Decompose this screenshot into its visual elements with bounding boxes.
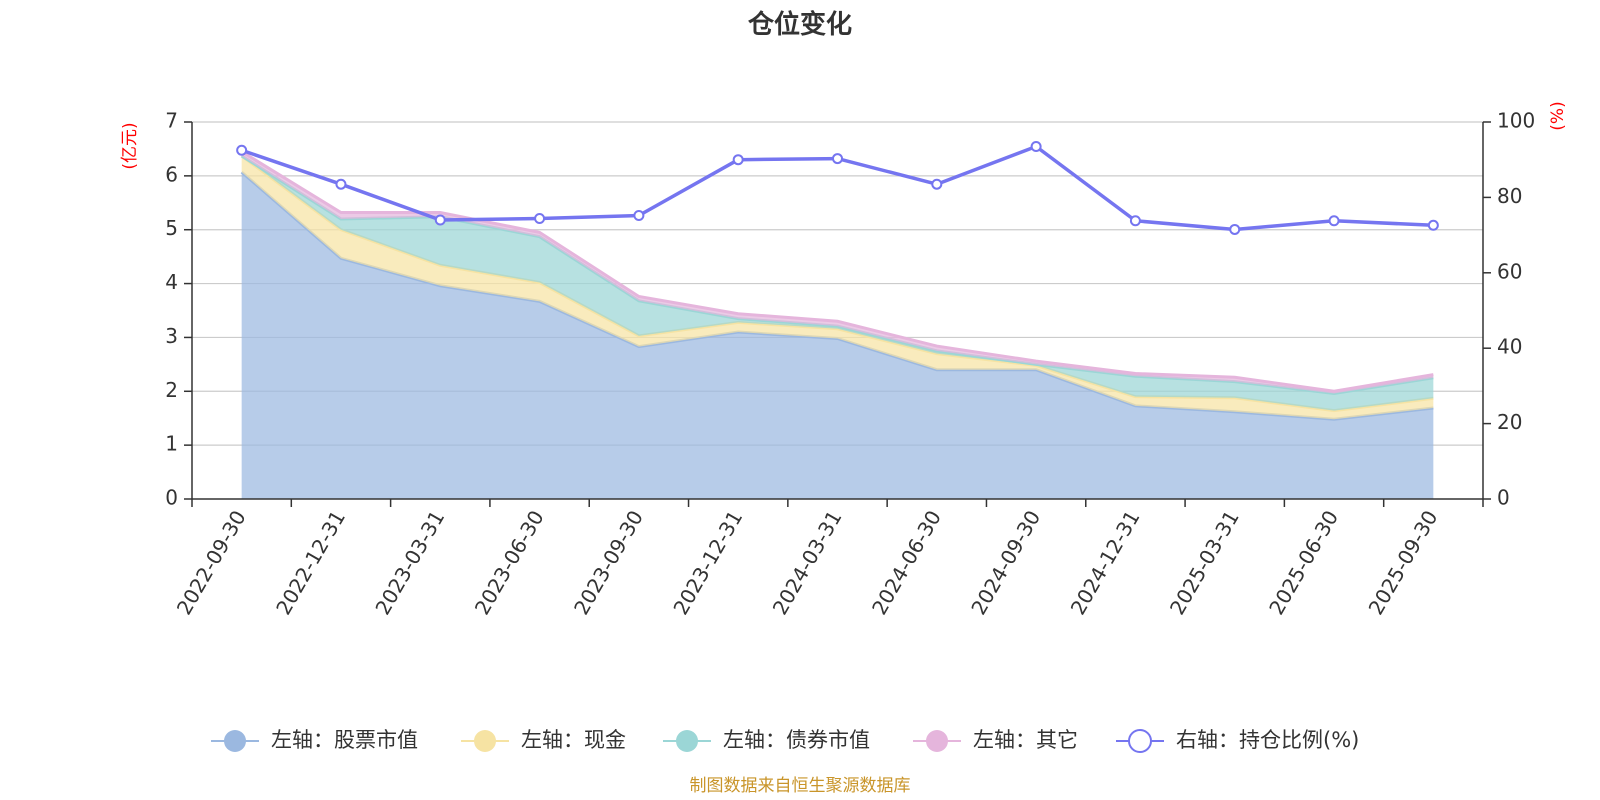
legend-label: 左轴：债券市值: [723, 728, 870, 752]
legend-label: 右轴：持仓比例(%): [1176, 728, 1359, 752]
right-axis-unit: (%): [1548, 101, 1568, 130]
left-axis-tick-label: 7: [165, 109, 178, 133]
ratio-point: [335, 178, 347, 190]
legend-label: 左轴：现金: [521, 728, 626, 752]
left-axis-tick-label: 5: [165, 216, 178, 240]
left-axis-tick-label: 0: [165, 486, 178, 510]
left-axis-tick-label: 4: [165, 270, 178, 294]
ratio-point: [732, 154, 744, 166]
ratio-point: [1427, 219, 1439, 231]
ratio-point: [534, 213, 546, 225]
area-top-line: [240, 150, 1434, 393]
x-axis-tick-label: 2024-06-30: [867, 506, 946, 619]
right-axis-tick-label: 60: [1497, 259, 1522, 283]
left-axis-tick-label: 1: [165, 432, 178, 456]
ratio-point: [236, 144, 248, 156]
x-axis-tick-label: 2023-12-31: [668, 506, 747, 619]
left-axis-unit: (亿元): [120, 122, 140, 169]
legend: 左轴：股票市值 左轴：现金 左轴：债券市值 左轴：其它 右轴：持仓比例(%): [211, 728, 1359, 753]
right-axis-tick-label: 100: [1497, 109, 1535, 133]
ratio-line-series: [236, 141, 1439, 235]
ratio-point: [931, 178, 943, 190]
x-axis-tick-label: 2025-03-31: [1165, 506, 1244, 619]
left-axis-tick-label: 3: [165, 324, 178, 348]
left-axis-tick-label: 2: [165, 378, 178, 402]
x-axis-tick-label: 2023-09-30: [569, 506, 648, 619]
legend-circle-marker: [224, 730, 246, 752]
x-axis-tick-label: 2024-12-31: [1066, 506, 1145, 619]
ratio-point: [434, 214, 446, 226]
area-fill: [241, 155, 1434, 420]
ratio-point: [633, 209, 645, 221]
ratio-point: [1229, 223, 1241, 235]
ratio-point: [1129, 215, 1141, 227]
ratio-point: [832, 153, 843, 165]
x-axis-tick-label: 2023-06-30: [470, 506, 549, 619]
x-axis-tick-label: 2022-12-31: [271, 506, 350, 619]
x-axis-tick-label: 2025-06-30: [1264, 506, 1343, 619]
right-axis-tick-label: 20: [1497, 410, 1522, 434]
x-axis-tick-label: 2025-09-30: [1364, 506, 1443, 619]
legend-circle-marker: [474, 730, 496, 752]
ratio-point: [1030, 141, 1042, 153]
legend-label: 左轴：其它: [973, 728, 1078, 752]
x-axis-tick-label: 2022-09-30: [172, 506, 251, 619]
area-series: [240, 150, 1434, 499]
right-axis-tick-label: 80: [1497, 184, 1522, 208]
legend-label: 左轴：股票市值: [271, 728, 418, 752]
legend-circle-marker: [1128, 729, 1152, 753]
chart-title: 仓位变化: [747, 9, 852, 40]
data-source-note: 制图数据来自恒生聚源数据库: [690, 776, 911, 796]
right-axis-tick-label: 0: [1497, 486, 1510, 510]
legend-circle-marker: [926, 730, 948, 752]
area-fill: [241, 172, 1434, 499]
ratio-point: [1328, 215, 1340, 227]
legend-circle-marker: [676, 730, 698, 752]
x-axis-tick-label: 2024-03-31: [768, 506, 847, 619]
x-axis-tick-label: 2024-09-30: [966, 506, 1045, 619]
x-axis-tick-label: 2023-03-31: [370, 506, 449, 619]
left-axis-tick-label: 6: [165, 162, 178, 186]
right-axis-tick-label: 40: [1497, 335, 1522, 359]
